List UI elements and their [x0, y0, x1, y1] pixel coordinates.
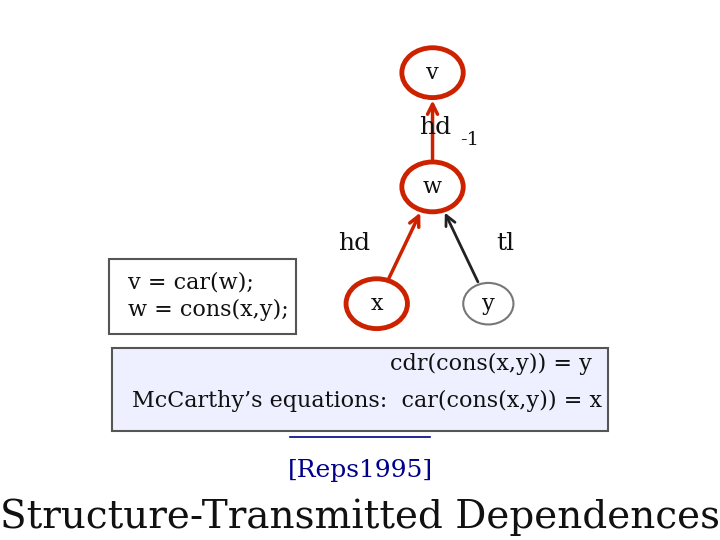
Text: -1: -1 [461, 131, 480, 149]
Ellipse shape [402, 162, 463, 212]
Text: cdr(cons(x,y)) = y: cdr(cons(x,y)) = y [390, 353, 592, 375]
Text: v: v [426, 62, 439, 84]
Ellipse shape [346, 279, 408, 329]
Text: v = car(w);: v = car(w); [128, 272, 254, 294]
FancyBboxPatch shape [112, 348, 608, 431]
Text: w = cons(x,y);: w = cons(x,y); [128, 299, 289, 321]
Text: Structure-Transmitted Dependences: Structure-Transmitted Dependences [0, 498, 720, 536]
Text: hd: hd [338, 233, 371, 255]
Text: y: y [482, 293, 495, 315]
Ellipse shape [402, 48, 463, 98]
Text: McCarthy’s equations:  car(cons(x,y)) = x: McCarthy’s equations: car(cons(x,y)) = x [132, 390, 603, 412]
Text: [Reps1995]: [Reps1995] [287, 460, 433, 482]
Text: w: w [423, 176, 442, 198]
Text: hd: hd [419, 116, 451, 139]
FancyBboxPatch shape [109, 259, 296, 334]
Text: x: x [371, 293, 383, 315]
Text: tl: tl [496, 233, 514, 255]
Ellipse shape [463, 283, 513, 325]
